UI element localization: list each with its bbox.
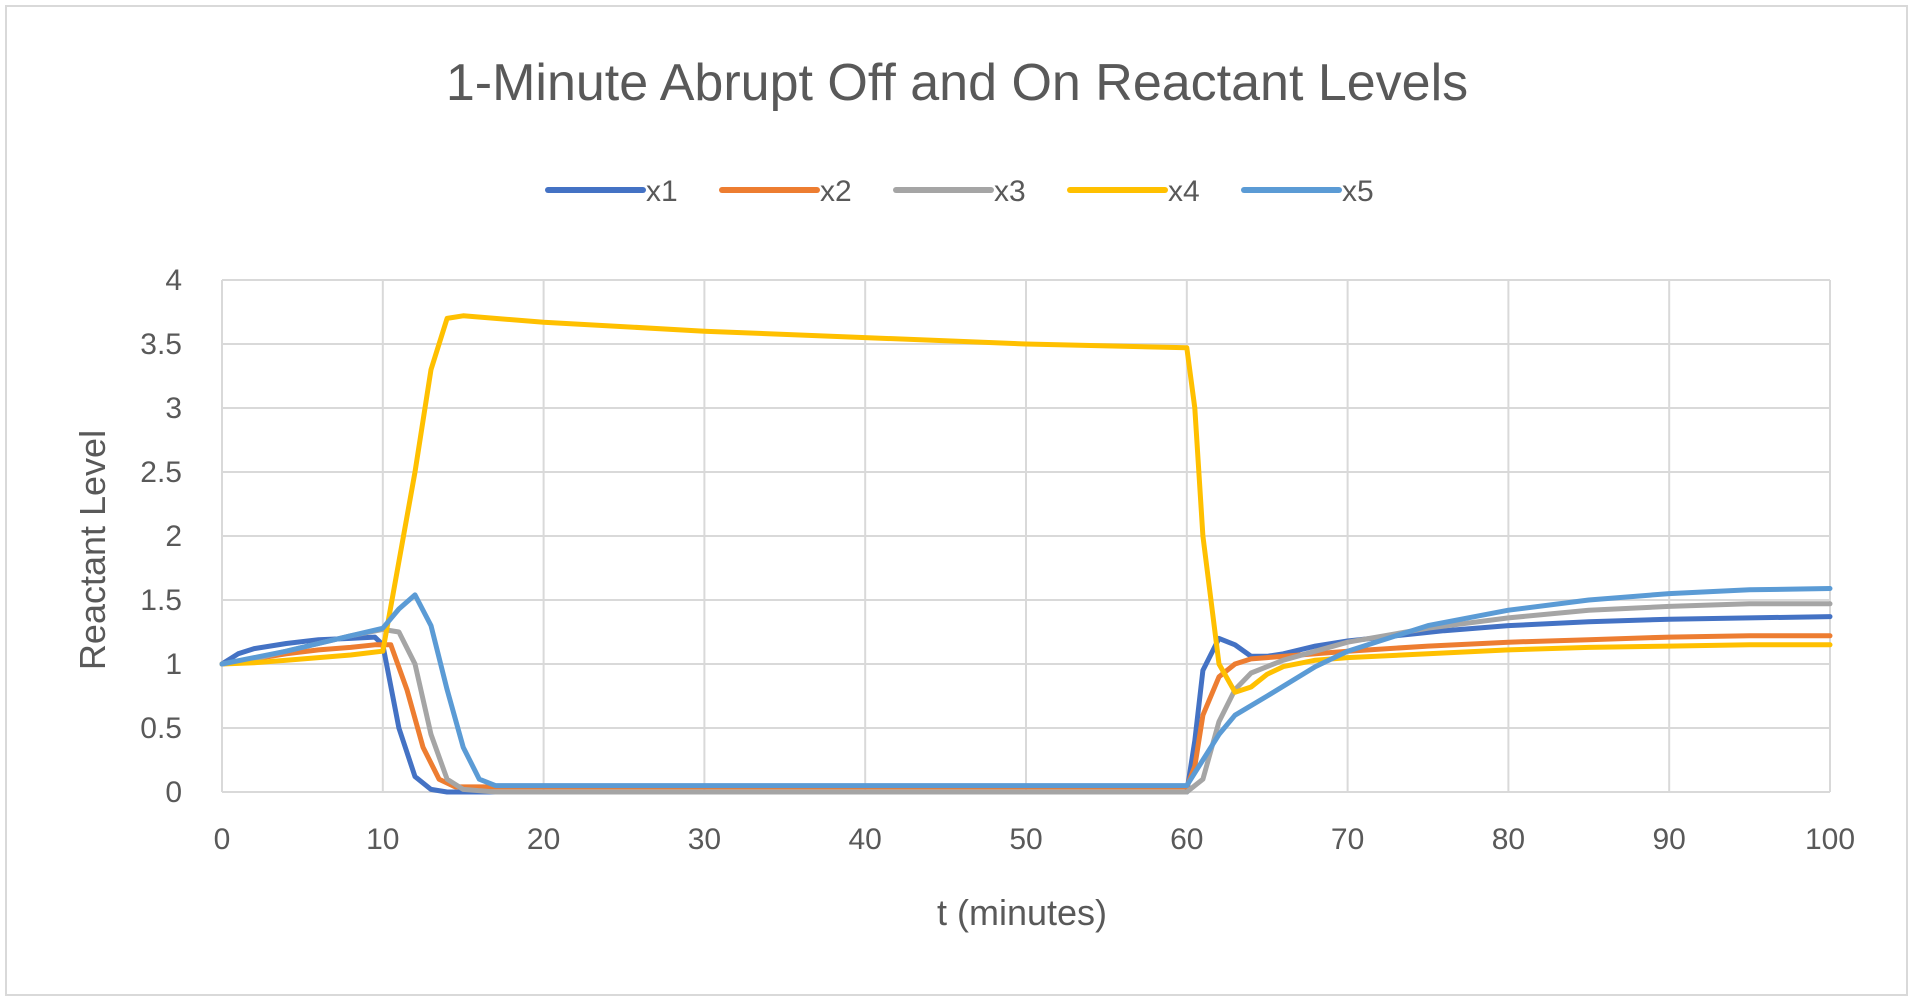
legend-label-x5: x5 — [1342, 175, 1374, 208]
x-axis-title: t (minutes) — [937, 892, 1107, 933]
y-tick-label: 3 — [165, 392, 182, 425]
gridlines — [221, 279, 1831, 793]
series-line-x5 — [219, 586, 1833, 789]
y-tick-label: 2.5 — [140, 456, 182, 489]
chart-frame — [5, 5, 1908, 996]
y-tick-label: 3.5 — [140, 328, 182, 361]
y-axis-title: Reactant Level — [72, 430, 113, 670]
y-tick-label: 1.5 — [140, 584, 182, 617]
x-tick-label: 60 — [1170, 823, 1203, 856]
chart-title: 1-Minute Abrupt Off and On Reactant Leve… — [446, 54, 1468, 112]
y-tick-label: 2 — [165, 520, 182, 553]
series-line-x4 — [219, 313, 1833, 695]
legend: x1 x2 x3 x4 x5 — [545, 175, 1374, 208]
plot-area — [219, 313, 1833, 795]
y-tick-label: 4 — [165, 264, 182, 297]
x-tick-label: 100 — [1805, 823, 1855, 856]
x-tick-label: 80 — [1492, 823, 1525, 856]
legend-label-x1: x1 — [646, 175, 678, 208]
y-tick-label: 0.5 — [140, 712, 182, 745]
x-tick-label: 30 — [688, 823, 721, 856]
x-tick-label: 40 — [849, 823, 882, 856]
legend-label-x3: x3 — [994, 175, 1026, 208]
y-tick-labels: 0 0.5 1 1.5 2 2.5 3 3.5 4 — [140, 264, 182, 809]
x-tick-label: 50 — [1009, 823, 1042, 856]
x-tick-label: 0 — [214, 823, 231, 856]
x-tick-label: 20 — [527, 823, 560, 856]
y-tick-label: 1 — [165, 648, 182, 681]
x-tick-label: 10 — [366, 823, 399, 856]
x-tick-label: 90 — [1653, 823, 1686, 856]
y-tick-label: 0 — [165, 776, 182, 809]
x-tick-labels: 0 10 20 30 40 50 60 70 80 90 100 — [214, 823, 1855, 856]
legend-label-x4: x4 — [1168, 175, 1200, 208]
x-tick-label: 70 — [1331, 823, 1364, 856]
legend-label-x2: x2 — [820, 175, 852, 208]
